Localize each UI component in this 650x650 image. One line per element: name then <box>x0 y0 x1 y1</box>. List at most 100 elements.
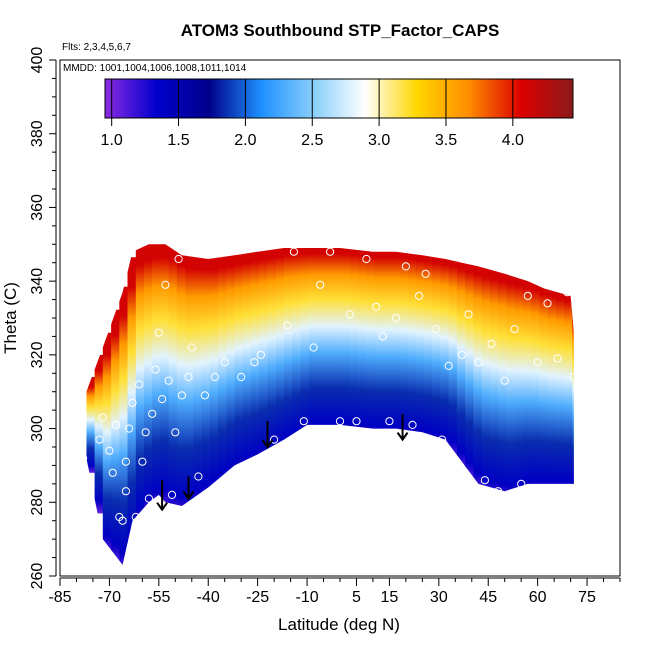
observation-point <box>194 472 203 481</box>
observation-point <box>184 372 193 382</box>
observation-point <box>161 280 170 289</box>
observation-point <box>378 332 387 341</box>
heatmap-column <box>522 264 532 501</box>
observation-point <box>563 288 572 297</box>
trajectory-arrow <box>261 421 274 449</box>
heatmap-column <box>209 244 219 501</box>
heatmap-column <box>160 244 170 512</box>
colorbar-gradient <box>104 78 574 119</box>
heatmap-column <box>391 244 400 444</box>
x-tick-label: -85 <box>48 589 71 606</box>
observation-point <box>569 372 579 382</box>
heatmap-column <box>259 244 269 469</box>
observation-point <box>372 302 381 311</box>
trajectory-arrow <box>156 480 168 512</box>
colorbar-tick-label: 1.5 <box>167 132 189 149</box>
heatmap-column <box>193 244 203 513</box>
x-tick-label: 75 <box>578 589 596 606</box>
observation-point <box>352 417 361 426</box>
observation-point <box>158 395 167 404</box>
heatmap-column <box>506 259 516 506</box>
observation-point <box>510 325 519 334</box>
colorbar-tick-label: 4.0 <box>502 132 524 149</box>
heatmap-column <box>366 244 376 443</box>
heatmap-column <box>292 244 301 450</box>
trajectory-arrow <box>182 476 195 501</box>
heatmap-column <box>144 244 153 523</box>
heatmap-column <box>218 244 227 494</box>
heatmap-column <box>539 271 549 499</box>
observation-point <box>415 291 424 300</box>
observation-point <box>220 358 229 367</box>
y-axis-label: Theta (C) <box>1 282 20 354</box>
observation-point <box>270 435 279 444</box>
trajectory-arrows <box>156 413 409 512</box>
observation-point <box>141 428 150 437</box>
heatmap-column <box>201 244 211 507</box>
observation-point <box>144 494 153 503</box>
heatmap-column <box>185 244 194 519</box>
observation-point <box>237 372 246 382</box>
y-tick-label: 260 <box>29 563 46 590</box>
observation-point <box>131 512 140 522</box>
observation-point <box>289 247 298 256</box>
x-axis-label: Latitude (deg N) <box>278 615 400 634</box>
observation-point <box>121 457 131 466</box>
observation-point <box>464 310 473 319</box>
colorbar: 1.0 1.5 2.0 2.5 3.0 3.5 4.0 <box>101 78 574 149</box>
heatmap-column <box>267 244 277 464</box>
observation-point <box>135 380 144 389</box>
observation-point <box>250 358 259 367</box>
observation-point <box>154 328 163 337</box>
heatmap-column <box>341 244 351 440</box>
heatmap-column <box>135 244 145 532</box>
trajectory-arrow <box>396 413 409 442</box>
x-tick-label: -25 <box>246 589 269 606</box>
heatmap-column <box>119 286 129 565</box>
observation-point <box>517 479 526 488</box>
heatmap-column <box>102 332 112 554</box>
heatmap-column <box>333 244 343 440</box>
y-tick-label: 300 <box>29 415 46 442</box>
dates-subtitle: MMDD: 1001,1004,1006,1008,1011,1014 <box>63 63 247 74</box>
heatmap-column <box>399 244 409 444</box>
colorbar-tick-label: 2.0 <box>234 132 256 149</box>
observation-point <box>438 435 447 444</box>
observation-point <box>316 280 325 289</box>
y-axis: 260 280 300 320 340 360 380 400 <box>29 47 57 590</box>
heatmap-column <box>531 267 540 499</box>
observation-point <box>335 417 345 426</box>
observation-point <box>487 339 496 348</box>
heatmap-column <box>424 244 433 448</box>
heatmap-column <box>514 262 524 503</box>
x-axis: -85 -70 -55 -40 -25 -10 5 15 30 45 60 75 <box>48 577 621 606</box>
observation-point <box>494 487 503 496</box>
heatmap-column <box>498 257 507 505</box>
observation-point <box>256 350 265 359</box>
heatmap-column <box>374 244 384 444</box>
observation-point <box>431 325 440 334</box>
heatmap-column <box>300 244 310 444</box>
heatmap-column <box>572 299 574 499</box>
observation-point <box>148 409 157 418</box>
heatmap-column <box>284 244 293 455</box>
x-tick-label: -10 <box>295 589 318 606</box>
heatmap-column <box>432 244 441 451</box>
colorbar-tick-label: 1.0 <box>101 132 123 149</box>
observation-point <box>421 269 430 278</box>
observation-point <box>138 457 147 466</box>
observation-point <box>151 365 160 374</box>
observation-point <box>408 420 417 429</box>
observation-point <box>309 343 318 352</box>
x-tick-label: 30 <box>430 589 448 606</box>
heatmap-column <box>251 244 260 473</box>
y-tick-label: 360 <box>29 194 46 221</box>
observation-point <box>125 424 134 433</box>
observation-point <box>533 358 542 367</box>
y-tick-label: 380 <box>29 120 46 147</box>
chart-title: ATOM3 Southbound STP_Factor_CAPS <box>181 21 500 40</box>
observation-point <box>553 354 562 363</box>
observation-point <box>401 262 410 271</box>
observation-point <box>523 291 532 300</box>
observation-point <box>111 420 121 429</box>
